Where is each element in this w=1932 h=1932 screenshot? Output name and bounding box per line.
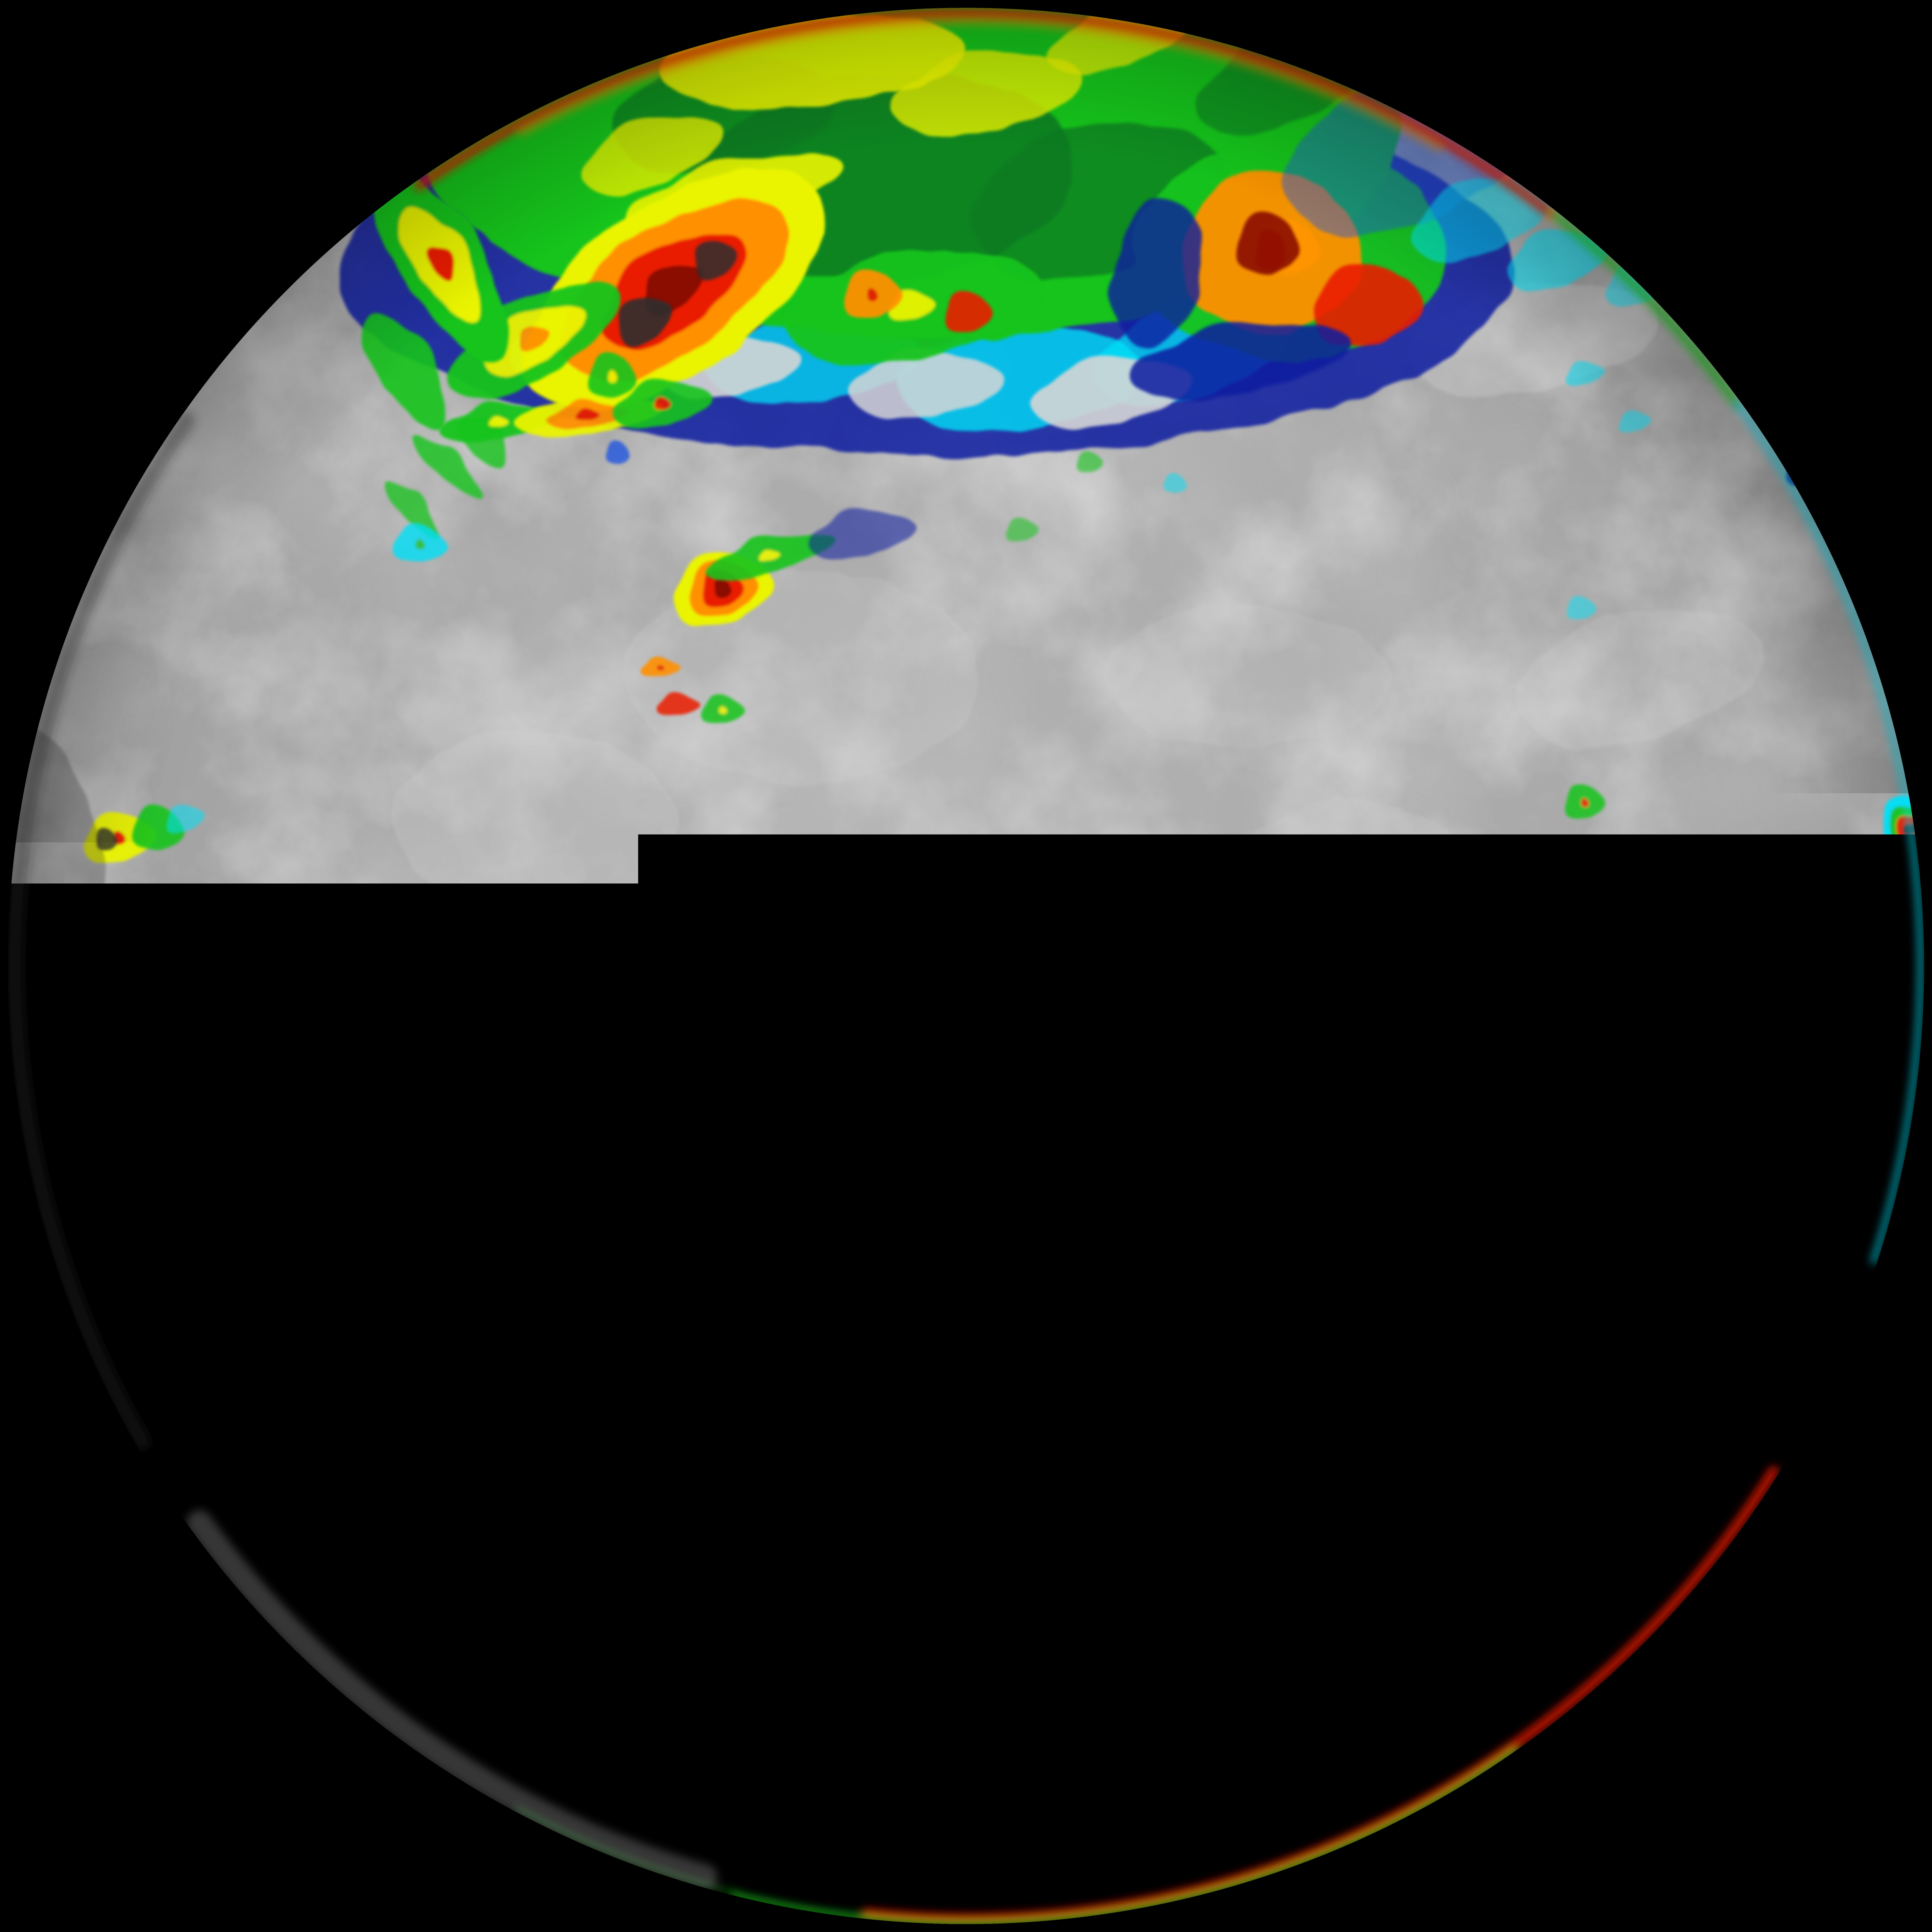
limb-vignette: [8, 8, 1924, 1924]
earth-disk-group: [0, 0, 1932, 1932]
satellite-image: [0, 0, 1932, 1932]
satellite-image-viewport: [0, 0, 1932, 1932]
